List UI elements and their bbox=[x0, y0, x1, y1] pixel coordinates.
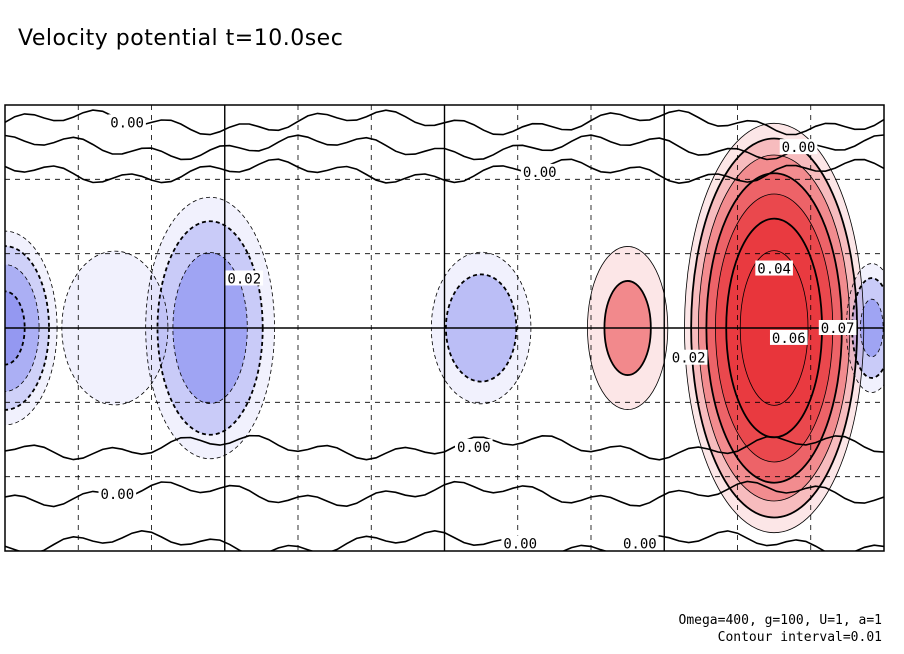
contour-label-bg-0 bbox=[108, 114, 146, 130]
contour-line-negative-1-0-2 bbox=[5, 264, 40, 392]
contour-label-0: 0.00 bbox=[110, 115, 144, 131]
contour-label-1: 0.00 bbox=[782, 140, 816, 156]
contour-line-positive-0-0-1 bbox=[690, 137, 859, 519]
zero-contour-2 bbox=[5, 158, 884, 185]
contour-label-bg-3 bbox=[455, 438, 493, 454]
contour-line-negative-1-0-3 bbox=[5, 290, 26, 366]
contour-label-bg-8 bbox=[755, 260, 793, 276]
contour-label-bg-6 bbox=[621, 535, 659, 551]
contour-line-negative-1-3-0 bbox=[430, 251, 532, 405]
contour-label-bg-1 bbox=[779, 139, 818, 155]
contour-label-8: 0.04 bbox=[757, 262, 791, 278]
contour-line-negative-1-1-2 bbox=[172, 252, 248, 404]
contour-label-layer: 0.00 0.00 0.00 0.00 0.00 0.00 0.00 0.02 0.04 0.06… bbox=[98, 114, 857, 553]
zero-contour-1 bbox=[5, 134, 884, 161]
contour-line-negative-1-1-1 bbox=[156, 220, 264, 436]
contour-line-negative-1-2-0 bbox=[61, 250, 169, 406]
contour-label-7: 0.02 bbox=[227, 271, 261, 287]
contour-label-10: 0.02 bbox=[672, 351, 706, 367]
contour-line-positive-0-0-0 bbox=[684, 122, 865, 534]
footnote-parameters: Omega=400, g=100, U=1, a=1 bbox=[678, 613, 883, 628]
contour-label-6: 0.00 bbox=[623, 537, 657, 553]
contour-label-bg-10 bbox=[669, 349, 708, 365]
chart-title: Velocity potential t=10.0sec bbox=[18, 26, 344, 51]
contour-label-9: 0.06 bbox=[772, 331, 806, 347]
contour-line-negative-1-4-2 bbox=[860, 298, 884, 358]
contour-label-3: 0.00 bbox=[457, 440, 491, 456]
plot-frame bbox=[4, 104, 885, 552]
zero-contour-0 bbox=[5, 109, 884, 136]
zero-contour-4 bbox=[5, 480, 884, 508]
contour-line-positive-0-0-6 bbox=[739, 250, 809, 406]
zero-contour-5 bbox=[5, 529, 884, 551]
contour-label-bg-5 bbox=[501, 535, 539, 551]
contour-label-bg-2 bbox=[520, 163, 559, 179]
contour-line-negative-1-0-1 bbox=[5, 245, 50, 411]
contour-line-negative-1-0-0 bbox=[5, 230, 58, 426]
zero-contour-3 bbox=[5, 434, 884, 461]
footnote-contour-interval: Contour interval=0.01 bbox=[717, 630, 882, 645]
grid-layer bbox=[5, 105, 884, 551]
contour-label-bg-11 bbox=[818, 320, 857, 335]
contour-line-negative-1-3-1 bbox=[445, 273, 518, 383]
contour-label-2: 0.00 bbox=[523, 165, 557, 181]
contour-label-5: 0.00 bbox=[503, 537, 537, 553]
contour-label-11: 0.07 bbox=[821, 321, 855, 337]
contour-line-positive-0-1-0 bbox=[587, 246, 669, 410]
contour-label-bg-7 bbox=[225, 270, 264, 286]
contour-label-bg-9 bbox=[769, 329, 808, 345]
contour-label-4: 0.00 bbox=[100, 487, 134, 503]
contour-label-bg-4 bbox=[98, 486, 137, 502]
contour-line-positive-0-1-1 bbox=[603, 280, 652, 376]
contour-line-negative-1-1-0 bbox=[145, 196, 275, 460]
